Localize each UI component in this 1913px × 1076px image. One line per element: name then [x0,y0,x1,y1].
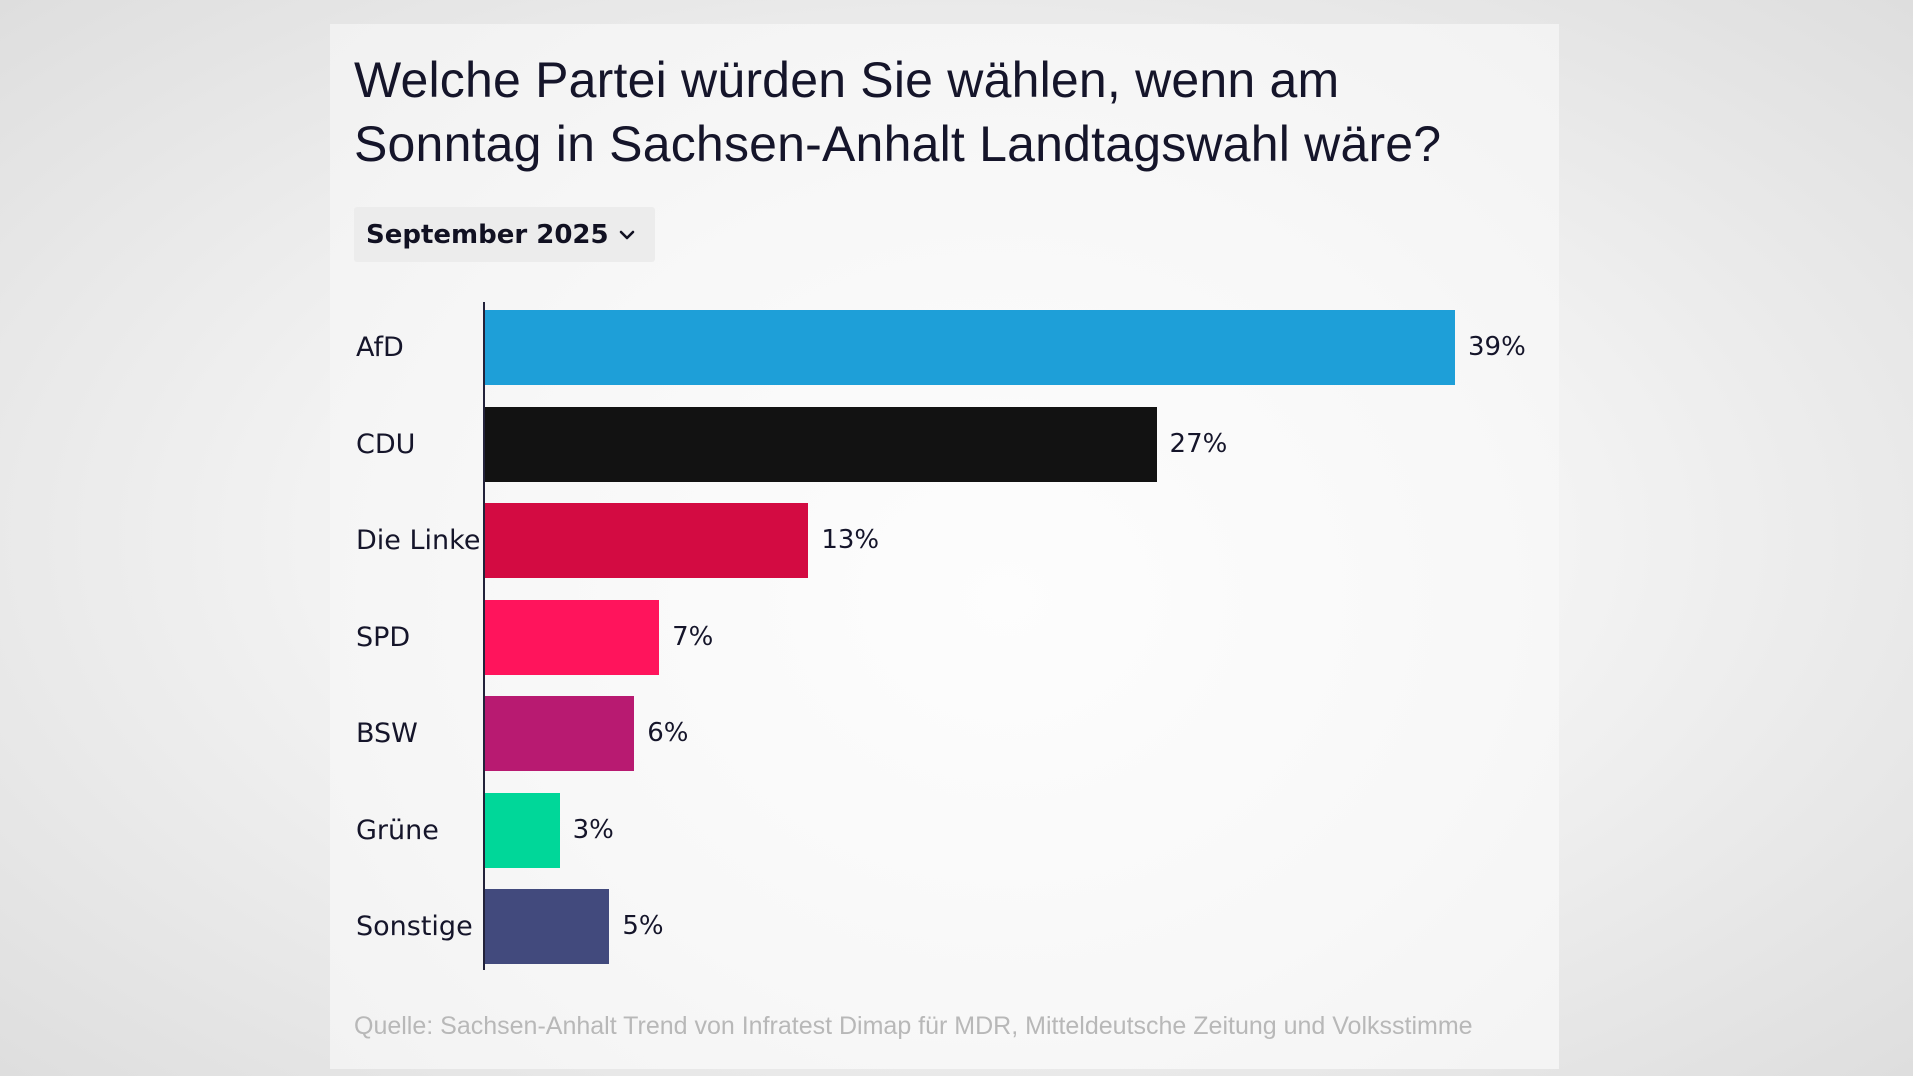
bar [485,889,610,964]
y-axis-line [483,302,485,970]
category-label: SPD [356,621,411,653]
bar [485,599,660,675]
bar [485,406,1157,482]
chart-title: Welche Partei würden Sie wählen, wenn am… [354,52,1442,172]
value-label: 13% [821,525,880,555]
category-label: CDU [356,428,416,460]
category-label: Die Linke [356,525,481,556]
value-label: 6% [647,718,689,748]
bar [485,696,635,771]
category-label: Grüne [356,814,439,846]
bar [485,503,809,578]
chart-card: Welche Partei würden Sie wählen, wenn am… [330,24,1559,1069]
value-label: 27% [1169,428,1228,459]
period-dropdown-label: September 2025 [366,219,609,250]
value-label: 5% [622,911,664,941]
source-note: Quelle: Sachsen-Anhalt Trend von Infrate… [354,1012,1473,1040]
bar [485,792,560,868]
chevron-down-icon [619,230,634,239]
period-dropdown[interactable]: September 2025 [354,207,655,262]
value-label: 39% [1468,332,1526,362]
value-label: 7% [672,621,714,652]
category-label: Sonstige [356,911,473,942]
category-label: BSW [356,718,418,749]
category-label: AfD [356,332,404,363]
value-label: 3% [572,814,614,845]
bar [485,310,1455,385]
